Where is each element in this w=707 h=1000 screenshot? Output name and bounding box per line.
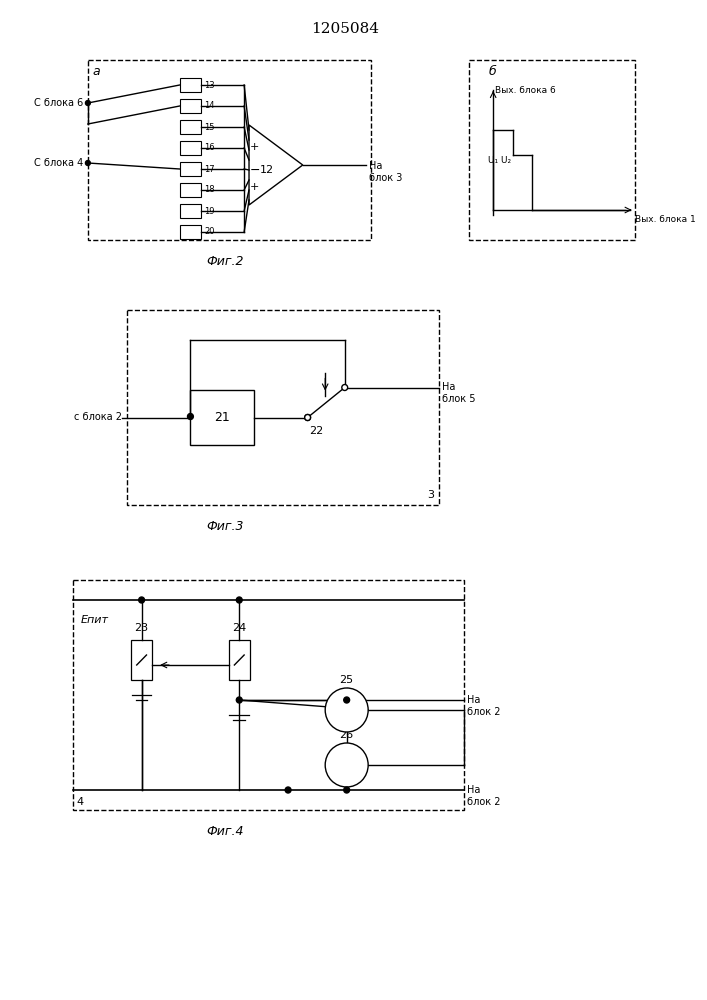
Bar (74, 580, 464, 810)
Circle shape (236, 597, 243, 603)
Bar (180, 141, 201, 155)
Text: +: + (250, 142, 259, 152)
Bar (180, 183, 201, 197)
Circle shape (305, 414, 310, 420)
Text: 19: 19 (204, 207, 215, 216)
Text: 17: 17 (204, 164, 215, 174)
Text: 3: 3 (428, 490, 435, 500)
Text: 4: 4 (76, 797, 83, 807)
Text: Фиг.2: Фиг.2 (206, 255, 243, 268)
Bar (180, 78, 201, 92)
Circle shape (325, 743, 368, 787)
Text: 21: 21 (214, 411, 230, 424)
Text: а: а (93, 65, 100, 78)
Circle shape (187, 414, 193, 420)
Bar (180, 99, 201, 113)
Text: На
блок 3: На блок 3 (369, 161, 402, 183)
Bar (88, 60, 371, 240)
Text: 22: 22 (310, 426, 324, 436)
Bar (180, 162, 201, 176)
Bar (228, 640, 250, 680)
Text: С блока 6: С блока 6 (34, 98, 83, 108)
Text: с блока 2: с блока 2 (74, 412, 122, 422)
Text: 16: 16 (204, 143, 215, 152)
Circle shape (86, 101, 90, 105)
Circle shape (344, 787, 349, 793)
Text: −: − (250, 163, 260, 176)
Text: 24: 24 (232, 623, 246, 633)
Circle shape (86, 160, 90, 165)
Text: На
блок 5: На блок 5 (443, 382, 476, 404)
Text: U₁ U₂: U₁ U₂ (488, 156, 510, 165)
Text: 14: 14 (204, 102, 215, 110)
Bar (190, 390, 254, 445)
Text: 20: 20 (204, 228, 215, 236)
Bar (180, 120, 201, 134)
Text: На
блок 2: На блок 2 (467, 785, 501, 807)
Circle shape (236, 697, 243, 703)
Text: 13: 13 (204, 81, 215, 90)
Text: С блока 4: С блока 4 (34, 158, 83, 168)
Bar (131, 640, 152, 680)
Circle shape (305, 414, 310, 420)
Text: На
блок 2: На блок 2 (467, 695, 501, 717)
Bar (127, 310, 440, 505)
Text: Фиг.3: Фиг.3 (206, 520, 243, 533)
Text: Фиг.4: Фиг.4 (206, 825, 243, 838)
Bar (180, 225, 201, 239)
Text: Вых. блока 1: Вых. блока 1 (635, 215, 696, 224)
Circle shape (341, 384, 348, 390)
Circle shape (139, 597, 144, 603)
Text: 1205084: 1205084 (310, 22, 379, 36)
Text: 18: 18 (204, 186, 215, 194)
Text: +: + (250, 182, 259, 192)
Circle shape (285, 787, 291, 793)
Text: б: б (489, 65, 496, 78)
Bar (180, 204, 201, 218)
Circle shape (344, 697, 349, 703)
Text: 25: 25 (339, 675, 354, 685)
Text: 26: 26 (339, 730, 354, 740)
Bar (469, 60, 635, 240)
Circle shape (325, 688, 368, 732)
Text: 23: 23 (134, 623, 148, 633)
Text: Епит: Епит (81, 615, 109, 625)
Text: Вых. блока 6: Вых. блока 6 (495, 86, 556, 95)
Text: 12: 12 (260, 165, 274, 175)
Text: 15: 15 (204, 122, 215, 131)
